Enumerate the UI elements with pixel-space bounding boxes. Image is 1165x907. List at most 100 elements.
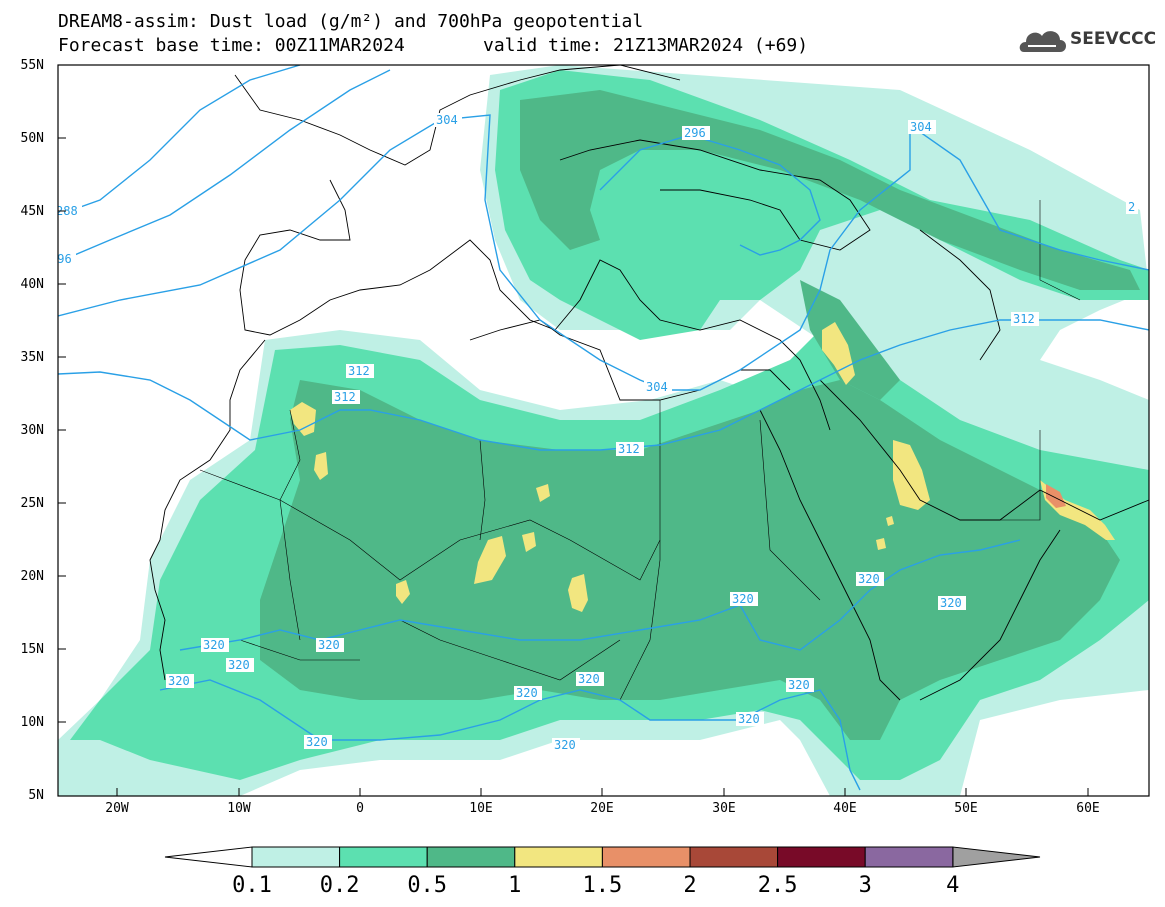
- colorbar-box: [514, 846, 603, 868]
- contour-label: 320: [578, 672, 600, 686]
- colorbar-label: 4: [946, 873, 960, 898]
- contour-label: 320: [516, 686, 538, 700]
- contour-label-bg: [346, 364, 374, 378]
- contour-label-bg: [938, 596, 966, 610]
- contour-label: 320: [858, 572, 880, 586]
- lat-label: 50N: [20, 131, 44, 146]
- contour-label-bg: [616, 442, 644, 456]
- contour-label-bg: [58, 204, 82, 218]
- lat-label: 30N: [20, 423, 44, 438]
- lon-label: 50E: [954, 801, 978, 816]
- lat-label: 10N: [20, 715, 44, 730]
- contour-label: 312: [348, 364, 370, 378]
- contour-label-bg: [332, 390, 360, 404]
- contour-label-bg: [434, 113, 462, 127]
- contour-label-bg: [514, 686, 542, 700]
- logo-text: SEEVCCC: [1070, 29, 1157, 49]
- contour-label-bg: [908, 120, 936, 134]
- contour-label: 312: [618, 442, 640, 456]
- contour-label-bg: [736, 712, 764, 726]
- colorbar-box: [689, 846, 779, 868]
- contour-label-bg: [682, 126, 710, 140]
- contour-label-bg: [166, 674, 194, 688]
- contour-label-bg: [1126, 200, 1138, 214]
- lon-label: 10E: [469, 801, 493, 816]
- lon-label: 0: [356, 801, 364, 816]
- contour-label-bg: [856, 572, 884, 586]
- colorbar-box: [777, 846, 866, 868]
- contour-label: 320: [788, 678, 810, 692]
- contour-label: 320: [228, 658, 250, 672]
- contour-label-bg: [552, 738, 580, 752]
- contour-label: 320: [203, 638, 225, 652]
- contour-label: 296: [684, 126, 706, 140]
- colorbar-box: [426, 846, 516, 868]
- lon-label: 60E: [1076, 801, 1100, 816]
- colorbar: [164, 846, 1041, 868]
- colorbar-label: 1.5: [582, 873, 623, 898]
- colorbar-label: 2: [683, 873, 697, 898]
- lat-label: 15N: [20, 642, 44, 657]
- lat-label: 35N: [20, 350, 44, 365]
- seevccc-logo: SEEVCCC: [1018, 22, 1158, 58]
- colorbar-box: [864, 846, 954, 868]
- contour-label: 320: [168, 674, 190, 688]
- contour-label: 320: [554, 738, 576, 752]
- lat-label: 40N: [20, 277, 44, 292]
- colorbar-box: [339, 846, 428, 868]
- contour-label: 312: [334, 390, 356, 404]
- map-title: DREAM8-assim: Dust load (g/m²) and 700hP…: [58, 11, 644, 32]
- valid-time: valid time: 21Z13MAR2024 (+69): [483, 35, 809, 56]
- contour-label: 312: [1013, 312, 1035, 326]
- contour-label: 296: [50, 252, 72, 266]
- lon-label: 20W: [105, 801, 129, 816]
- colorbar-label: 0.1: [232, 873, 272, 898]
- contour-label: 320: [318, 638, 340, 652]
- colorbar-high-arrow: [952, 846, 1041, 868]
- contour-label: 320: [306, 735, 328, 749]
- colorbar-label: 0.5: [407, 873, 448, 898]
- dust-shading-orange: [1046, 484, 1066, 508]
- contour-label: 320: [738, 712, 760, 726]
- contour-label: 304: [910, 120, 932, 134]
- lat-label: 45N: [20, 204, 44, 219]
- axis-ticks: [58, 64, 1089, 796]
- lon-label: 40E: [833, 801, 857, 816]
- lon-label: 30E: [712, 801, 736, 816]
- colorbar-box: [601, 846, 691, 868]
- forecast-base-time: Forecast base time: 00Z11MAR2024: [58, 35, 405, 56]
- colorbar-label: 1: [508, 873, 522, 898]
- contour-label-bg: [226, 658, 254, 672]
- contour-label-bg: [304, 735, 332, 749]
- contour-label-bg: [201, 638, 229, 652]
- colorbar-low-arrow: [164, 846, 253, 868]
- contour-label: 288: [56, 204, 78, 218]
- dust-shading-yellow: [290, 322, 1115, 612]
- contour-label-bg: [786, 678, 814, 692]
- colorbar-label: 3: [858, 873, 872, 898]
- lat-label: 20N: [20, 569, 44, 584]
- lat-label: 5N: [28, 788, 44, 803]
- lon-label: 20E: [590, 801, 614, 816]
- colorbar-label: 0.2: [319, 873, 360, 898]
- contour-label: 304: [646, 380, 668, 394]
- lon-label: 10W: [227, 801, 251, 816]
- contour-label: 2: [1128, 200, 1135, 214]
- country-borders: [199, 200, 1081, 701]
- contour-label-bg: [730, 592, 758, 606]
- contour-label-bg: [1011, 312, 1039, 326]
- contour-label-bg: [644, 380, 672, 394]
- colorbar-label: 2.5: [757, 873, 798, 898]
- contour-label: 320: [732, 592, 754, 606]
- contour-label: 304: [436, 113, 458, 127]
- colorbar-box: [251, 846, 341, 868]
- contour-label-bg: [316, 638, 344, 652]
- cloud-icon: [1019, 31, 1066, 52]
- contour-label-bg: [576, 672, 604, 686]
- contour-label: 320: [940, 596, 962, 610]
- lat-label: 55N: [20, 58, 44, 73]
- lat-label: 25N: [20, 496, 44, 511]
- coastlines: [149, 65, 1149, 701]
